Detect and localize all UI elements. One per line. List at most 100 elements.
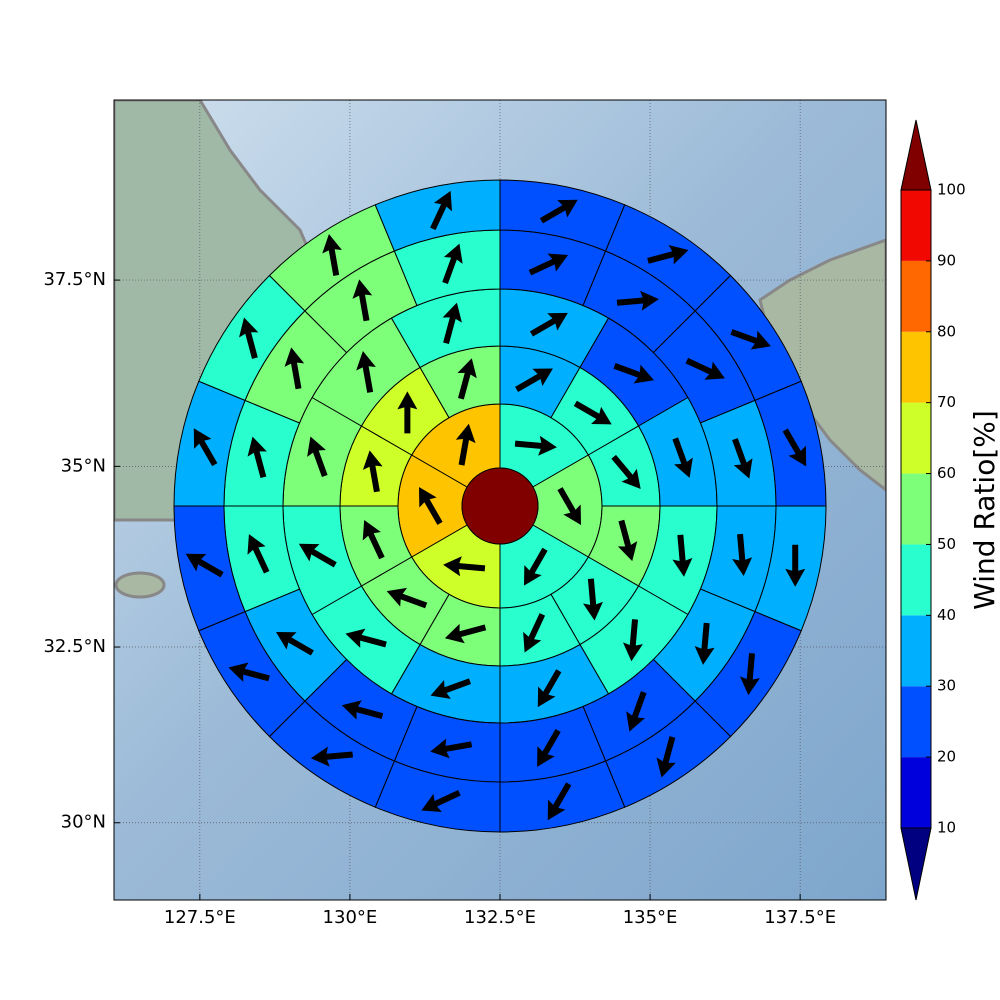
wind-arrow xyxy=(685,357,725,380)
wind-arrow xyxy=(537,669,562,708)
polar-grid xyxy=(173,179,827,833)
colorbar-bin xyxy=(901,402,931,474)
wind-arrow xyxy=(298,543,337,568)
colorbar-tick-label: 20 xyxy=(937,748,956,766)
x-tick-label: 130°E xyxy=(323,907,378,928)
x-tick-label: 137.5°E xyxy=(764,907,836,928)
wind-arrow xyxy=(547,782,572,821)
wind-arrow xyxy=(185,553,224,578)
wind-arrow xyxy=(430,678,472,699)
colorbar-tick-label: 90 xyxy=(937,251,956,269)
wind-arrow xyxy=(362,519,385,560)
wind-arrow xyxy=(275,631,314,656)
wind-arrow xyxy=(785,544,806,587)
colorbar-bin xyxy=(901,544,931,616)
wind-arrow xyxy=(356,351,376,393)
wind-arrow xyxy=(616,290,659,311)
y-tick-label: 35°N xyxy=(61,455,106,476)
colorbar-bin xyxy=(901,615,931,687)
wind-arrow xyxy=(514,435,557,456)
colorbar-bin xyxy=(901,686,931,758)
y-tick-label: 32.5°N xyxy=(43,636,106,657)
wind-arrow xyxy=(442,243,463,285)
colorbar-under xyxy=(900,827,932,901)
wind-arrow xyxy=(528,253,569,276)
colorbar-bin xyxy=(901,757,931,828)
colorbar-frame xyxy=(900,189,932,829)
wind-arrow xyxy=(732,438,753,479)
colorbar-tick-label: 70 xyxy=(937,393,956,411)
wind-arrow xyxy=(430,738,473,759)
wind-arrow xyxy=(656,736,676,778)
wind-arrow xyxy=(443,556,486,577)
wind-arrow xyxy=(537,728,561,767)
x-tick-label: 132.5°E xyxy=(464,907,536,928)
colorbar-bin xyxy=(901,331,931,403)
wind-arrow xyxy=(239,317,259,359)
colorbar-label: Wind Ratio[%] xyxy=(968,410,1000,610)
wind-arrow xyxy=(613,363,654,384)
x-tick-label: 135°E xyxy=(623,907,678,928)
wind-arrow xyxy=(421,790,461,812)
colorbar-over xyxy=(900,119,932,191)
wind-arrow xyxy=(611,454,641,489)
wind-arrow xyxy=(193,428,218,467)
wind-arrow xyxy=(626,691,647,732)
wind-arrow xyxy=(345,628,387,648)
wind-arrow xyxy=(730,329,771,350)
x-tick-label: 127.5°E xyxy=(164,907,236,928)
wind-arrow xyxy=(573,400,612,425)
wind-arrow xyxy=(430,190,453,231)
wind-arrow xyxy=(397,391,418,434)
wind-arrow xyxy=(524,547,548,586)
colorbar-tick-label: 40 xyxy=(937,606,956,624)
wind-arrow xyxy=(444,623,487,644)
wind-arrow xyxy=(310,746,353,767)
colorbar: 10 20 30 40 50 60 70 80 90 100 xyxy=(900,119,966,901)
wind-arrow xyxy=(694,622,715,665)
wind-arrow xyxy=(284,347,305,390)
wind-arrow xyxy=(617,519,638,562)
wind-arrow xyxy=(583,578,603,621)
wind-arrow xyxy=(419,486,443,525)
wind-arrow xyxy=(455,423,476,466)
colorbar-tick-label: 60 xyxy=(937,464,956,482)
colorbar-bin xyxy=(901,260,931,332)
colorbar-bin xyxy=(901,190,931,261)
colorbar-bin xyxy=(901,473,931,545)
wind-arrow xyxy=(672,534,693,577)
wind-arrow xyxy=(647,245,689,265)
y-tick-label: 37.5°N xyxy=(43,269,106,290)
axes: 127.5°E 130°E 132.5°E 135°E 137.5°E 30°N 32.5°… xyxy=(43,269,836,928)
wind-arrow xyxy=(228,662,270,682)
wind-arrow xyxy=(672,437,693,478)
center-cell xyxy=(461,467,539,545)
wind-arrow xyxy=(247,436,267,479)
colorbar-tick-label: 10 xyxy=(937,819,956,837)
wind-arrow xyxy=(739,653,760,696)
wind-arrow xyxy=(386,587,428,609)
wind-arrow xyxy=(515,368,553,393)
colorbar-tick-label: 50 xyxy=(937,535,956,553)
wind-arrow xyxy=(529,312,568,337)
colorbar-tick-label: 80 xyxy=(937,322,956,340)
wind-arrow xyxy=(341,700,384,720)
wind-arrow xyxy=(457,358,477,400)
wind-arrow xyxy=(732,533,753,577)
wind-arrow xyxy=(247,534,270,574)
wind-arrow xyxy=(523,613,546,653)
wind-arrow xyxy=(539,199,578,224)
wind-arrow xyxy=(362,450,383,493)
wind-arrow xyxy=(352,279,373,322)
colorbar-tick-label: 30 xyxy=(937,677,956,695)
land-island xyxy=(114,571,166,599)
wind-arrow xyxy=(442,302,462,345)
wind-arrow xyxy=(622,619,643,662)
wind-arrow xyxy=(322,234,342,276)
y-tick-label: 30°N xyxy=(61,812,106,833)
wind-arrow xyxy=(307,436,328,478)
wind-arrow xyxy=(557,487,581,526)
wind-arrow xyxy=(782,428,807,467)
colorbar-tick-label: 100 xyxy=(937,181,966,199)
